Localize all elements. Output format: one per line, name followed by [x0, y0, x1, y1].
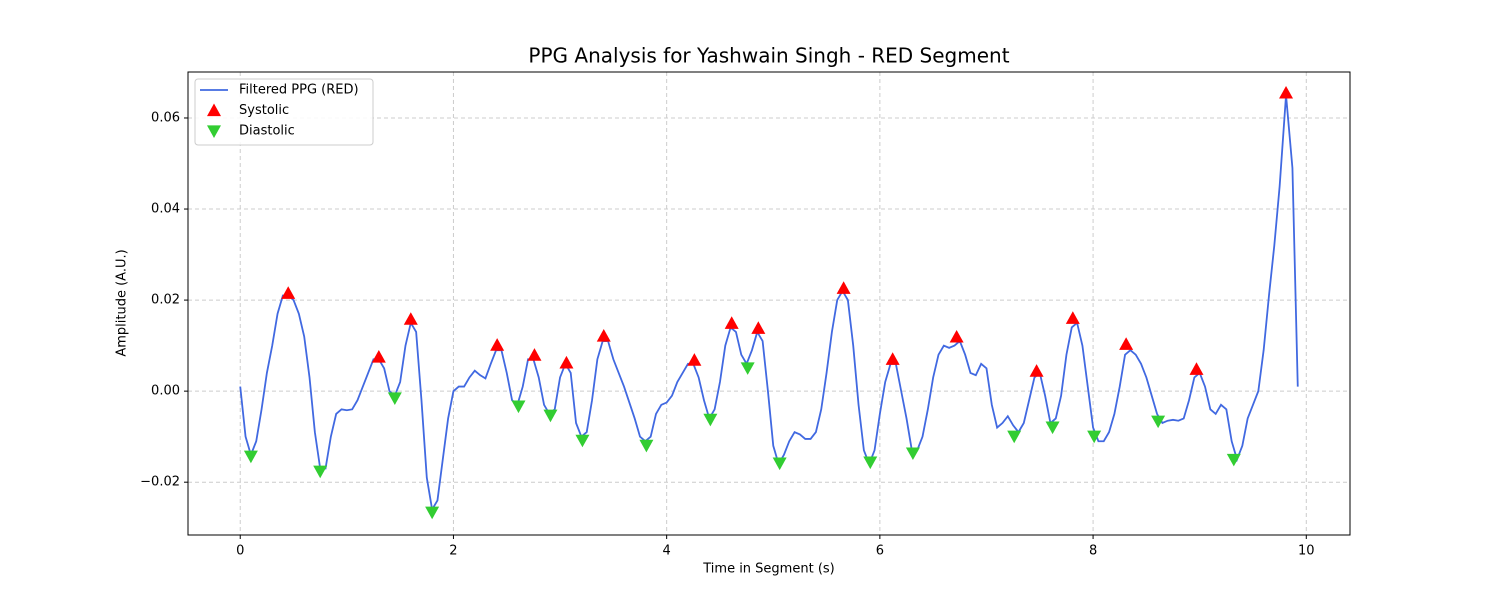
systolic-marker	[687, 353, 702, 366]
x-tick-label: 2	[449, 544, 457, 559]
legend-label: Diastolic	[239, 124, 295, 139]
x-tick-label: 8	[1089, 544, 1097, 559]
systolic-marker	[836, 281, 851, 294]
systolic-marker	[371, 349, 386, 363]
ppg-line	[239, 95, 1299, 513]
diastolic-marker	[425, 506, 440, 520]
systolic-marker	[1065, 311, 1080, 324]
y-tick-label: −0.02	[140, 475, 180, 490]
diastolic-marker	[575, 434, 590, 448]
systolic-marker	[1189, 362, 1204, 375]
x-tick-label: 10	[1298, 544, 1315, 559]
diastolic-marker	[1007, 430, 1022, 444]
diastolic-marker	[387, 392, 402, 405]
legend-marker	[207, 125, 221, 138]
diastolic-marker	[1045, 421, 1060, 435]
legend-label: Filtered PPG (RED)	[239, 83, 359, 98]
diastolic-marker	[511, 400, 526, 414]
y-tick-label: 0.04	[151, 202, 180, 217]
systolic-marker	[1119, 337, 1134, 350]
systolic-marker	[527, 348, 542, 361]
y-tick-label: 0.02	[151, 293, 180, 308]
diastolic-marker	[543, 409, 558, 423]
diastolic-marker	[703, 413, 718, 427]
diastolic-marker	[740, 362, 755, 375]
diastolic-marker	[905, 447, 920, 461]
x-axis-label: Time in Segment (s)	[702, 562, 834, 577]
diastolic-marker	[1087, 430, 1102, 444]
chart-title: PPG Analysis for Yashwain Singh - RED Se…	[528, 44, 1009, 68]
x-tick-label: 0	[236, 544, 244, 559]
y-tick-label: 0.00	[151, 384, 180, 399]
legend-box	[194, 78, 374, 146]
x-tick-label: 6	[876, 544, 884, 559]
diastolic-marker	[243, 450, 258, 464]
y-axis-label: Amplitude (A.U.)	[115, 249, 130, 356]
systolic-marker	[403, 312, 418, 325]
legend-label: Systolic	[239, 103, 289, 118]
y-tick-label: 0.06	[151, 110, 180, 125]
diastolic-marker	[313, 465, 328, 479]
plot-frame	[187, 71, 1351, 536]
x-tick-label: 4	[663, 544, 671, 559]
systolic-marker	[281, 286, 296, 299]
systolic-marker	[1029, 364, 1044, 377]
legend-marker	[207, 103, 221, 117]
diastolic-marker	[863, 456, 878, 470]
systolic-marker	[490, 338, 505, 351]
systolic-marker	[1279, 85, 1294, 99]
diastolic-marker	[1151, 415, 1166, 429]
diastolic-marker	[639, 439, 654, 453]
systolic-marker	[751, 321, 766, 334]
diastolic-marker	[1226, 453, 1241, 467]
systolic-marker	[724, 316, 739, 329]
systolic-marker	[885, 352, 900, 365]
systolic-marker	[949, 329, 964, 343]
systolic-marker	[596, 329, 611, 342]
diastolic-marker	[772, 457, 787, 471]
systolic-marker	[559, 355, 574, 369]
